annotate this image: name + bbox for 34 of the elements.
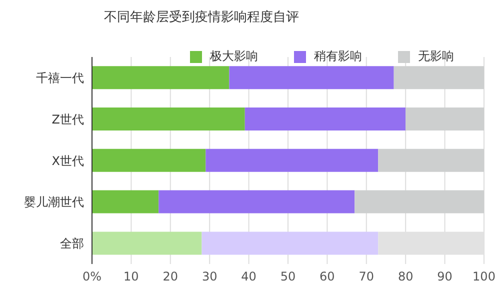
bar — [206, 148, 378, 172]
x-tick-label: 60 — [320, 270, 335, 284]
x-tick-label: 70 — [358, 270, 374, 284]
bar — [394, 66, 484, 90]
x-tick-label: 30 — [202, 270, 218, 284]
x-tick-label: 10 — [124, 270, 139, 284]
bar — [158, 190, 355, 214]
x-tick-label: 50 — [280, 270, 296, 284]
x-tick-label: 0% — [82, 270, 102, 284]
x-tick-label: 90 — [437, 270, 452, 284]
y-tick-label: 千禧一代 — [36, 70, 84, 85]
y-tick-label: Z世代 — [52, 112, 84, 126]
legend-label: 极大影响 — [209, 48, 258, 65]
x-tick-label: 20 — [162, 270, 178, 284]
bar — [244, 108, 406, 131]
legend-label: 稍有影响 — [313, 48, 362, 65]
y-tick-label: 婴儿潮世代 — [24, 195, 84, 210]
bar — [92, 66, 230, 90]
bar — [406, 108, 484, 131]
x-tick-label: 80 — [398, 270, 414, 284]
bar — [92, 232, 202, 255]
bar — [92, 108, 245, 131]
y-tick-label: 全部 — [60, 236, 84, 251]
bar — [229, 66, 394, 90]
chart-title: 不同年龄层受到疫情影响程度自评 — [104, 9, 299, 26]
bar — [92, 148, 206, 172]
x-tick-label: 100 — [472, 270, 496, 284]
bar — [354, 190, 484, 214]
y-tick-label: X世代 — [52, 154, 84, 168]
legend-label: 无影响 — [417, 48, 454, 65]
bar — [202, 232, 378, 255]
bar — [92, 190, 159, 214]
x-tick-label: 40 — [241, 270, 256, 284]
bar — [378, 148, 484, 172]
